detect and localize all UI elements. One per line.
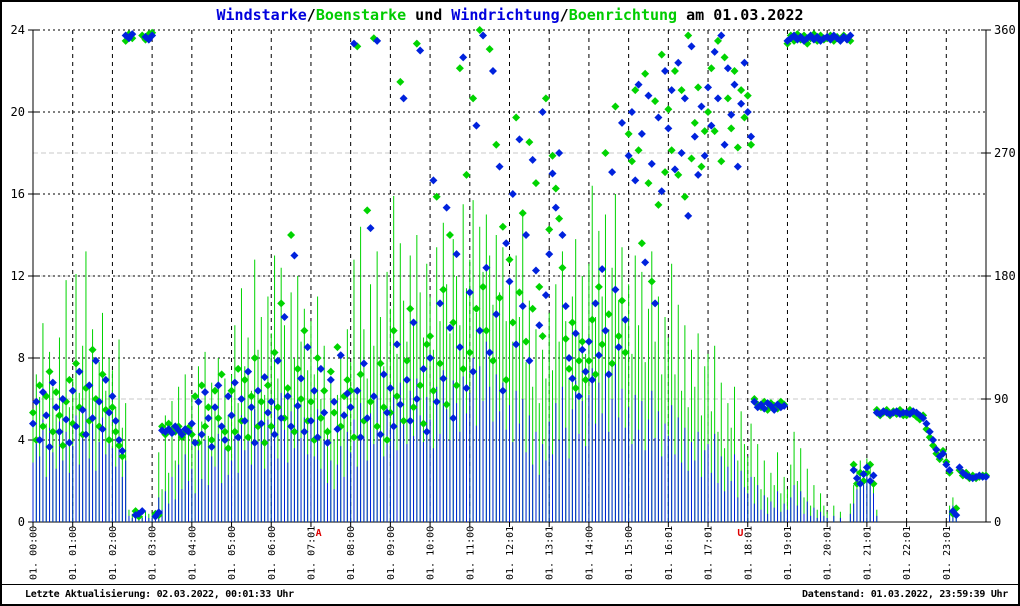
x-axis-label-12: 01. 12:01 xyxy=(505,526,516,580)
x-axis-label-5: 01. 05:00 xyxy=(227,526,238,580)
x-axis-label-15: 01. 15:00 xyxy=(624,526,635,580)
series-windrichtung xyxy=(29,30,990,521)
chart-title-part: / xyxy=(559,6,569,24)
sun-marker-A: A xyxy=(316,528,322,539)
x-axis-label-21: 01. 21:01 xyxy=(862,526,873,580)
x-axis-label-19: 01. 19:01 xyxy=(783,526,794,580)
chart-title-part: Windstarke xyxy=(216,6,307,24)
x-axis-label-13: 01. 13:01 xyxy=(545,526,556,580)
chart-title-part: Boenstarke xyxy=(315,6,407,24)
series-windstarke xyxy=(32,341,957,522)
left-axis-label-0: 0 xyxy=(18,515,25,529)
x-axis-label-17: 01. 17:01 xyxy=(704,526,715,580)
left-axis-label-20: 20 xyxy=(11,105,25,119)
right-axis-label-180: 180 xyxy=(994,269,1016,283)
last-update-text: Letzte Aktualisierung: 02.03.2022, 00:01… xyxy=(25,589,294,600)
footer-divider xyxy=(2,584,1018,585)
sun-marker-U: U xyxy=(737,528,743,539)
x-axis-label-10: 01. 10:00 xyxy=(426,526,437,580)
x-axis-label-18: 01. 18:01 xyxy=(743,526,754,580)
chart-title-part: am 01.03.2022 xyxy=(677,6,804,24)
left-axis-label-8: 8 xyxy=(18,351,25,365)
data-timestamp-text: Datenstand: 01.03.2022, 23:59:39 Uhr xyxy=(802,589,1008,600)
x-axis-label-16: 01. 16:01 xyxy=(664,526,675,580)
wind-direction-chart: 0 4 8 12 16 20 24 0 90 180 270 360 01. 00:00 01. 01:0… xyxy=(11,23,1016,580)
x-axis-label-1: 01. 01:00 xyxy=(68,526,79,580)
x-axis-label-3: 01. 03:00 xyxy=(148,526,159,580)
left-axis-label-12: 12 xyxy=(11,269,25,283)
x-axis-label-23: 01. 23:01 xyxy=(942,526,953,580)
right-axis-label-0: 0 xyxy=(994,515,1001,529)
chart-title-part: und xyxy=(406,6,452,24)
x-axis-label-11: 01. 11:00 xyxy=(465,526,476,580)
right-axis-label-90: 90 xyxy=(994,392,1008,406)
x-axis-label-0: 01. 00:00 xyxy=(29,526,40,580)
chart-title-part: Windrichtung xyxy=(451,6,560,24)
chart-title-part: / xyxy=(306,6,316,24)
x-axis-label-9: 01. 09:00 xyxy=(386,526,397,580)
x-axis-label-6: 01. 06:00 xyxy=(267,526,278,580)
left-axis-label-16: 16 xyxy=(11,187,25,201)
right-axis-label-360: 360 xyxy=(994,23,1016,37)
x-axis-label-2: 01. 02:00 xyxy=(108,526,119,580)
x-axis-label-22: 01. 22:01 xyxy=(902,526,913,580)
series-boenstarke xyxy=(32,185,957,522)
left-axis-label-24: 24 xyxy=(11,23,25,37)
x-axis-label-20: 01. 20:01 xyxy=(823,526,834,580)
chart-title-part: Boenrichtung xyxy=(568,6,678,24)
left-axis-label-4: 4 xyxy=(18,433,25,447)
x-axis-label-14: 01. 14:00 xyxy=(584,526,595,580)
right-axis-label-270: 270 xyxy=(994,146,1016,160)
x-axis-label-7: 01. 07:01 xyxy=(306,526,317,580)
x-axis-label-4: 01. 04:00 xyxy=(187,526,198,580)
x-axis-label-8: 01. 08:00 xyxy=(346,526,357,580)
chart-title: Windstarke/Boenstarke und Windrichtung/B… xyxy=(2,6,1018,24)
